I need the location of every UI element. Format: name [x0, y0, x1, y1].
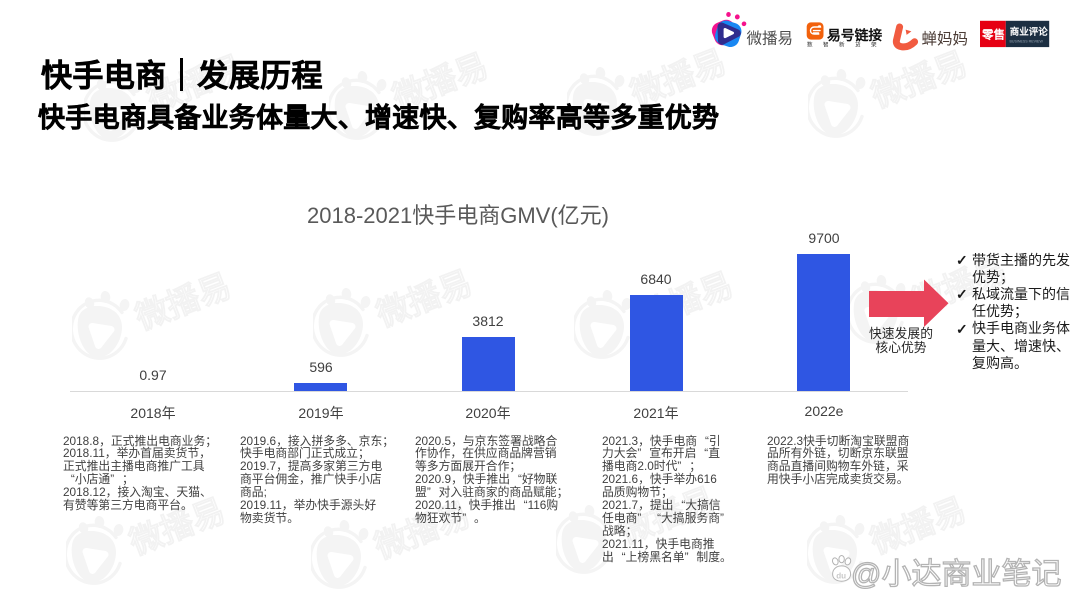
- svg-text:易号链接: 易号链接: [827, 27, 882, 43]
- svg-text:BUSINESS REVIEW: BUSINESS REVIEW: [1010, 39, 1044, 43]
- svg-text:蝉妈妈: 蝉妈妈: [922, 30, 969, 48]
- svg-text:数智新货架: 数智新货架: [807, 41, 887, 49]
- svg-text:微播易: 微播易: [747, 30, 794, 48]
- svg-text:零售: 零售: [981, 28, 1005, 42]
- svg-text:du: du: [836, 572, 846, 581]
- svg-text:商业评论: 商业评论: [1010, 26, 1049, 38]
